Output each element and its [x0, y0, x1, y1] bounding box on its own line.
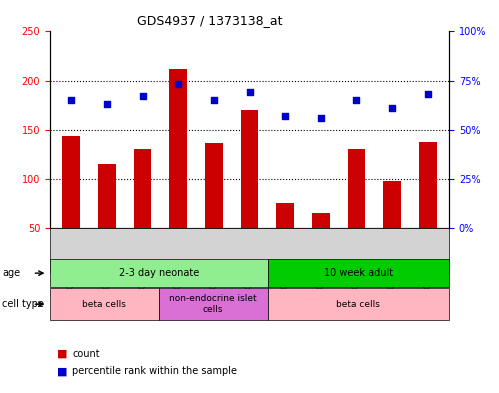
Point — [67, 97, 75, 103]
Text: percentile rank within the sample: percentile rank within the sample — [72, 366, 238, 376]
Point — [210, 97, 218, 103]
Text: count: count — [72, 349, 100, 359]
Bar — [312, 213, 330, 277]
Point — [103, 101, 111, 107]
Text: beta cells: beta cells — [336, 300, 380, 309]
Text: cell type: cell type — [2, 299, 44, 309]
Bar — [241, 110, 258, 277]
Bar — [169, 69, 187, 277]
Text: ■: ■ — [57, 366, 68, 376]
Bar — [347, 149, 365, 277]
Point — [139, 93, 147, 99]
Bar — [383, 181, 401, 277]
Point — [246, 89, 253, 95]
Bar — [419, 143, 437, 277]
Bar — [98, 164, 116, 277]
Bar — [276, 204, 294, 277]
Point — [352, 97, 360, 103]
Text: 10 week adult: 10 week adult — [324, 268, 393, 278]
Bar — [134, 149, 152, 277]
Bar — [62, 136, 80, 277]
Text: ■: ■ — [57, 349, 68, 359]
Text: GDS4937 / 1373138_at: GDS4937 / 1373138_at — [137, 14, 282, 27]
Text: beta cells: beta cells — [82, 300, 126, 309]
Text: non-endocrine islet
cells: non-endocrine islet cells — [169, 294, 257, 314]
Point — [174, 81, 182, 88]
Bar — [205, 143, 223, 277]
Text: age: age — [2, 268, 20, 278]
Point — [317, 115, 325, 121]
Point — [424, 91, 432, 97]
Text: 2-3 day neonate: 2-3 day neonate — [119, 268, 199, 278]
Point — [281, 113, 289, 119]
Point — [388, 105, 396, 111]
